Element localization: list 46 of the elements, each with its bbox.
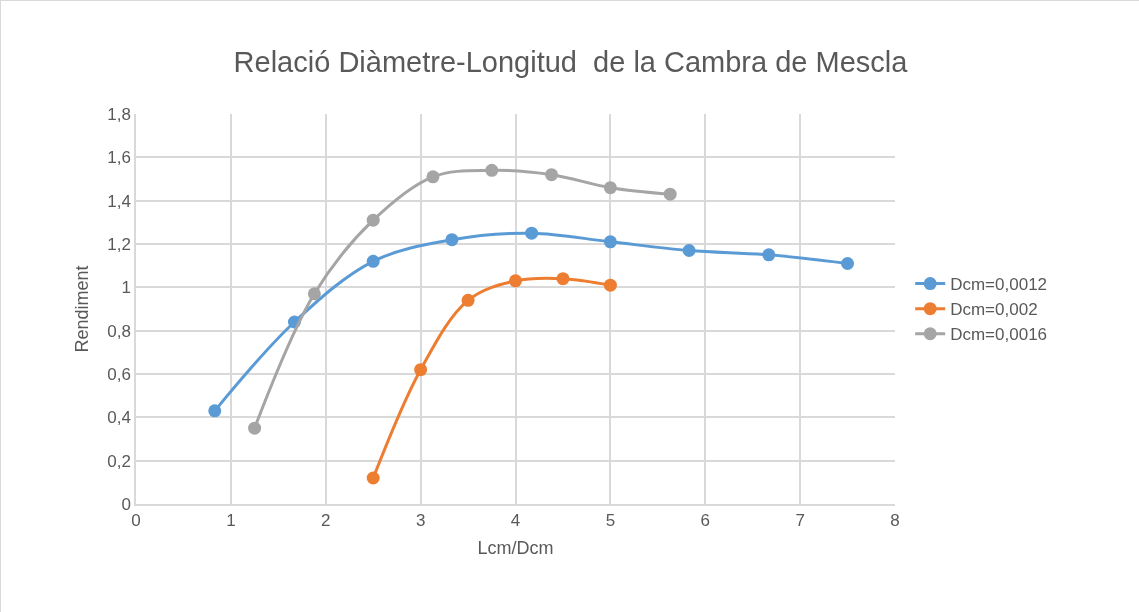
x-axis-title: Lcm/Dcm (477, 537, 554, 558)
legend-label: Dcm=0,002 (950, 300, 1038, 320)
point (461, 293, 475, 307)
x-tick-label: 8 (890, 511, 900, 531)
y-tick-label: 1 (121, 278, 131, 298)
chart-title: Relació Diàmetre-Longitud de la Cambra de Mescla (233, 46, 909, 79)
x-tick-label: 3 (415, 511, 426, 531)
point (485, 163, 499, 177)
point (762, 248, 776, 262)
y-tick-label: 1,8 (107, 104, 131, 124)
y-tick-label: 1,4 (107, 191, 131, 211)
point (603, 278, 617, 292)
point (366, 213, 380, 227)
y-tick-label: 0,6 (107, 364, 131, 384)
point (603, 181, 617, 195)
point (509, 274, 522, 288)
point (307, 287, 321, 301)
legend-label: Dcm=0,0012 (950, 275, 1048, 295)
point (414, 363, 428, 377)
point (208, 404, 222, 418)
y-tick-label: 1,2 (107, 234, 131, 254)
x-tick-label: 4 (510, 511, 521, 531)
x-tick-label: 2 (321, 511, 331, 531)
point (663, 187, 677, 201)
point (426, 170, 440, 184)
y-tick-label: 0 (121, 494, 131, 514)
x-tick-label: 6 (700, 511, 710, 531)
y-tick-label: 0,4 (107, 408, 131, 428)
point (445, 233, 459, 247)
y-tick-label: 0,2 (107, 451, 131, 471)
y-axis-title: Rendiment (71, 265, 92, 353)
legend-label: Dcm=0,0016 (950, 325, 1048, 345)
point (603, 235, 617, 249)
point (682, 244, 696, 257)
x-tick-label: 1 (226, 511, 236, 531)
y-tick-label: 1,6 (107, 148, 131, 168)
point (545, 168, 559, 182)
point (366, 254, 380, 268)
point (366, 471, 380, 485)
point (841, 257, 855, 270)
x-tick-label: 7 (795, 511, 805, 531)
point (525, 226, 539, 240)
point (556, 272, 570, 286)
x-tick-label: 5 (605, 511, 616, 531)
y-tick-label: 0,8 (107, 321, 131, 341)
point (248, 421, 262, 435)
